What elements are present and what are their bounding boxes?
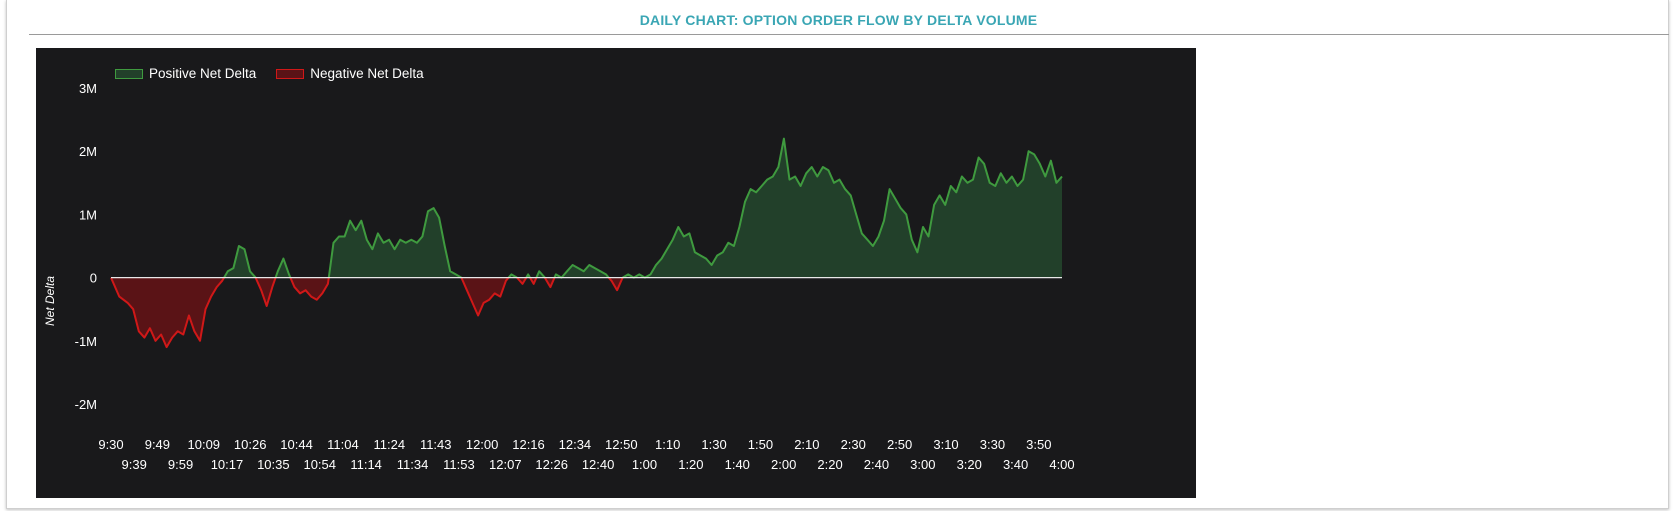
legend-label-positive: Positive Net Delta	[149, 66, 257, 81]
legend-item-positive[interactable]: Positive Net Delta	[115, 66, 256, 81]
x-tick-label: 3:10	[933, 437, 958, 452]
x-tick-label: 12:26	[535, 457, 568, 472]
net-delta-chart: 3M 2M 1M 0 -1M -2M 9:30 9:49 10:09 10:26 10:44 11:0…	[75, 81, 1075, 472]
x-tick-label: 12:07	[489, 457, 522, 472]
y-axis-label: Net Delta	[43, 275, 57, 326]
negative-swatch	[276, 68, 305, 79]
chart-title: DAILY CHART: OPTION ORDER FLOW BY DELTA …	[639, 12, 1038, 28]
y-tick-label: 3M	[79, 81, 97, 96]
x-tick-label: 3:00	[910, 457, 935, 472]
x-tick-label: 1:10	[655, 437, 680, 452]
y-tick-label: -2M	[75, 397, 97, 412]
x-tick-label: 2:40	[864, 457, 889, 472]
x-tick-label: 3:20	[957, 457, 982, 472]
positive-net-delta-line	[535, 270, 546, 279]
positive-swatch	[115, 68, 143, 79]
x-tick-label: 1:50	[748, 437, 773, 452]
negative-net-delta-line	[254, 277, 277, 307]
x-tick-label: 12:50	[605, 437, 638, 452]
chart-panel: DAILY CHART: OPTION ORDER FLOW BY DELTA …	[6, 0, 1669, 509]
x-tick-label: 10:35	[257, 457, 290, 472]
legend-item-negative[interactable]: Negative Net Delta	[276, 66, 424, 81]
x-tick-label: 11:53	[443, 457, 475, 472]
positive-net-delta-area	[275, 258, 291, 278]
x-tick-label: 12:34	[559, 437, 592, 452]
x-tick-label: 10:54	[303, 457, 336, 472]
x-tick-label: 10:09	[188, 437, 221, 452]
x-tick-label: 1:40	[725, 457, 750, 472]
negative-net-delta-line	[529, 277, 538, 285]
positive-net-delta-line	[525, 273, 531, 279]
x-tick-label: 3:30	[980, 437, 1005, 452]
y-tick-label: 2M	[79, 144, 97, 159]
positive-net-delta-area	[554, 265, 609, 278]
chart-area: 3M 2M 1M 0 -1M -2M 9:30 9:49 10:09 10:26 10:44 11:0…	[36, 48, 1196, 498]
x-tick-label: 11:04	[327, 437, 359, 452]
negative-net-delta-area	[111, 277, 225, 348]
x-tick-label: 2:30	[841, 437, 866, 452]
negative-net-delta-line	[460, 276, 510, 317]
y-tick-label: 0	[90, 271, 97, 286]
x-tick-label: 10:17	[211, 457, 244, 472]
x-tick-label: 9:39	[122, 457, 147, 472]
positive-net-delta-line	[274, 257, 292, 279]
negative-net-delta-line	[289, 277, 330, 301]
legend: Positive Net Delta Negative Net Delta	[115, 66, 424, 81]
positive-net-delta-line	[507, 273, 518, 279]
negative-net-delta-area	[255, 277, 276, 306]
x-tick-label: 11:43	[420, 437, 452, 452]
x-tick-label: 1:30	[701, 437, 726, 452]
x-tick-label: 1:20	[678, 457, 703, 472]
x-tick-label: 2:00	[771, 457, 796, 472]
x-tick-label: 9:30	[98, 437, 123, 452]
x-tick-label: 2:10	[794, 437, 819, 452]
x-tick-label: 2:50	[887, 437, 912, 452]
x-tick-label: 3:40	[1003, 457, 1028, 472]
negative-net-delta-line	[543, 277, 556, 289]
positive-net-delta-line	[223, 245, 257, 279]
negative-net-delta-line	[516, 276, 528, 285]
x-tick-label: 9:49	[145, 437, 170, 452]
x-tick-label: 11:34	[397, 457, 429, 472]
positive-net-delta-line	[622, 137, 1063, 279]
negative-net-delta-area	[461, 277, 509, 316]
x-tick-label: 3:50	[1026, 437, 1051, 452]
negative-net-delta-line	[110, 277, 225, 349]
x-tick-label: 11:24	[374, 437, 406, 452]
y-tick-label: 1M	[79, 207, 97, 222]
legend-label-negative: Negative Net Delta	[310, 66, 424, 81]
x-tick-label: 11:14	[350, 457, 382, 472]
x-tick-label: 12:40	[582, 457, 615, 472]
positive-net-delta-line	[327, 207, 462, 279]
negative-net-delta-line	[607, 276, 624, 292]
x-tick-label: 2:20	[817, 457, 842, 472]
x-tick-label: 1:00	[632, 457, 657, 472]
x-tick-label: 10:26	[234, 437, 267, 452]
x-tick-label: 9:59	[168, 457, 193, 472]
negative-net-delta-area	[290, 277, 329, 300]
positive-net-delta-area	[328, 208, 462, 278]
y-tick-label: -1M	[75, 334, 97, 349]
x-tick-label: 12:00	[466, 437, 499, 452]
x-tick-label: 12:16	[512, 437, 545, 452]
title-divider	[29, 34, 1669, 35]
x-tick-label: 4:00	[1049, 457, 1074, 472]
x-tick-label: 10:44	[280, 437, 313, 452]
positive-net-delta-area	[622, 138, 1062, 278]
